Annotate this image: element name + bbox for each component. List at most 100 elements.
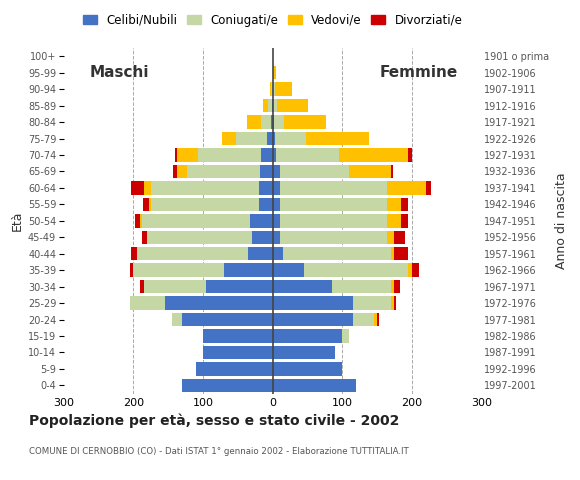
Bar — [140, 280, 144, 293]
Bar — [306, 132, 369, 145]
Bar — [165, 296, 273, 310]
Bar — [332, 280, 391, 293]
Bar — [224, 264, 273, 277]
Bar — [426, 181, 432, 194]
Bar — [272, 99, 273, 112]
Bar — [391, 165, 393, 178]
Bar — [143, 214, 251, 228]
Bar — [131, 247, 137, 261]
Bar — [273, 198, 280, 211]
Bar — [394, 247, 408, 261]
Bar — [394, 296, 397, 310]
Bar — [177, 148, 198, 162]
Bar — [260, 165, 273, 178]
Bar — [273, 329, 342, 343]
Bar — [342, 329, 349, 343]
Bar — [273, 148, 276, 162]
Y-axis label: Anno di nascita: Anno di nascita — [555, 172, 568, 269]
Bar — [135, 214, 140, 228]
Bar — [280, 181, 387, 194]
Bar — [273, 247, 283, 261]
Bar — [273, 132, 275, 145]
Bar — [151, 198, 259, 211]
Bar — [353, 313, 374, 326]
Bar — [280, 230, 387, 244]
Text: COMUNE DI CERNOBBIO (CO) - Dati ISTAT 1° gennaio 2002 - Elaborazione TUTTITALIA.: COMUNE DI CERNOBBIO (CO) - Dati ISTAT 1°… — [29, 446, 409, 456]
Bar — [140, 214, 143, 228]
Bar — [280, 198, 387, 211]
Bar — [391, 296, 394, 310]
Bar — [283, 247, 391, 261]
Bar — [147, 230, 252, 244]
Bar — [353, 296, 391, 310]
Bar — [261, 148, 273, 162]
Text: Maschi: Maschi — [90, 65, 149, 80]
Bar — [273, 362, 342, 376]
Bar — [251, 214, 273, 228]
Bar — [394, 230, 405, 244]
Bar — [173, 165, 176, 178]
Bar — [133, 264, 224, 277]
Legend: Celibi/Nubili, Coniugati/e, Vedovi/e, Divorziati/e: Celibi/Nubili, Coniugati/e, Vedovi/e, Di… — [78, 9, 467, 31]
Bar — [148, 198, 151, 211]
Bar — [394, 280, 400, 293]
Bar — [401, 198, 408, 211]
Bar — [273, 66, 276, 79]
Bar — [261, 115, 271, 129]
Bar — [182, 313, 273, 326]
Bar — [284, 115, 326, 129]
Bar — [182, 379, 273, 392]
Bar — [412, 264, 419, 277]
Bar — [259, 181, 273, 194]
Bar — [401, 214, 408, 228]
Bar — [275, 83, 292, 96]
Bar — [339, 148, 408, 162]
Bar — [274, 115, 284, 129]
Bar — [273, 165, 280, 178]
Bar — [235, 132, 267, 145]
Bar — [267, 132, 273, 145]
Bar — [273, 230, 280, 244]
Bar — [276, 148, 339, 162]
Bar — [387, 181, 426, 194]
Bar — [130, 296, 165, 310]
Bar — [172, 313, 182, 326]
Bar — [198, 148, 261, 162]
Bar — [408, 264, 412, 277]
Bar — [203, 346, 273, 359]
Bar — [374, 313, 377, 326]
Bar — [271, 115, 273, 129]
Bar — [304, 264, 408, 277]
Bar — [391, 280, 394, 293]
Bar — [222, 132, 235, 145]
Text: Popolazione per età, sesso e stato civile - 2002: Popolazione per età, sesso e stato civil… — [29, 413, 400, 428]
Bar — [273, 264, 304, 277]
Bar — [387, 214, 401, 228]
Bar — [176, 165, 187, 178]
Bar — [273, 83, 275, 96]
Bar — [137, 247, 248, 261]
Bar — [206, 280, 273, 293]
Bar — [196, 362, 273, 376]
Bar — [349, 165, 391, 178]
Bar — [273, 296, 353, 310]
Bar — [273, 181, 280, 194]
Text: Femmine: Femmine — [380, 65, 458, 80]
Bar — [130, 264, 133, 277]
Bar — [259, 198, 273, 211]
Bar — [248, 247, 273, 261]
Bar — [280, 165, 349, 178]
Bar — [252, 230, 273, 244]
Bar — [270, 83, 271, 96]
Bar — [144, 280, 206, 293]
Bar — [273, 99, 277, 112]
Bar — [142, 230, 147, 244]
Bar — [275, 132, 306, 145]
Bar — [247, 115, 261, 129]
Bar — [273, 115, 274, 129]
Bar — [280, 214, 387, 228]
Bar — [263, 99, 269, 112]
Bar — [273, 379, 356, 392]
Bar — [377, 313, 379, 326]
Bar — [144, 181, 151, 194]
